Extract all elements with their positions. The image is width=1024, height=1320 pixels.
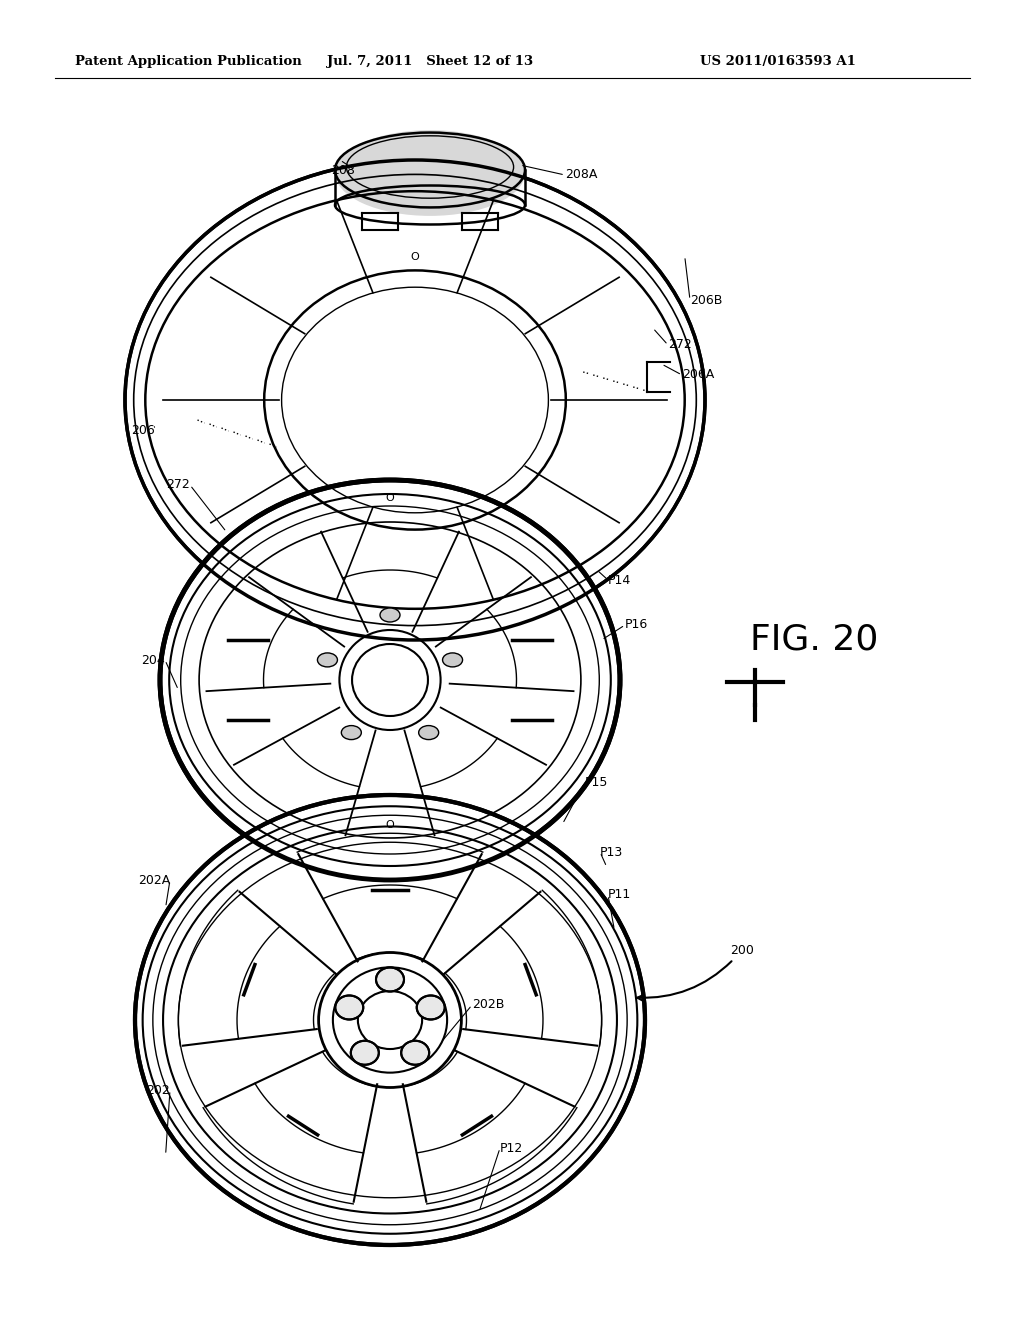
Ellipse shape: [341, 726, 361, 739]
Text: 206A: 206A: [682, 368, 715, 381]
Ellipse shape: [317, 653, 338, 667]
Text: P14: P14: [608, 573, 631, 586]
Ellipse shape: [376, 968, 404, 991]
Text: O: O: [411, 252, 420, 263]
Text: P11: P11: [608, 888, 631, 902]
Text: O: O: [386, 821, 394, 830]
Text: 208: 208: [331, 164, 355, 177]
Ellipse shape: [442, 653, 463, 667]
Text: 272: 272: [166, 479, 190, 491]
Text: P13: P13: [600, 846, 624, 858]
Text: 202B: 202B: [472, 998, 505, 1011]
Ellipse shape: [401, 1040, 429, 1065]
Text: US 2011/0163593 A1: US 2011/0163593 A1: [700, 55, 856, 69]
Text: FIG. 20: FIG. 20: [750, 623, 879, 657]
Text: O: O: [386, 492, 394, 503]
Text: 204: 204: [141, 653, 165, 667]
Ellipse shape: [357, 991, 422, 1049]
Text: 202A: 202A: [138, 874, 170, 887]
Text: P15: P15: [585, 776, 608, 788]
Text: 208A: 208A: [565, 169, 597, 181]
Ellipse shape: [380, 609, 400, 622]
Ellipse shape: [135, 795, 645, 1245]
Text: 206: 206: [131, 424, 155, 437]
Text: Jul. 7, 2011   Sheet 12 of 13: Jul. 7, 2011 Sheet 12 of 13: [327, 55, 534, 69]
Ellipse shape: [417, 995, 444, 1019]
Ellipse shape: [160, 480, 620, 880]
Text: Patent Application Publication: Patent Application Publication: [75, 55, 302, 69]
Ellipse shape: [125, 160, 705, 640]
Text: P16: P16: [625, 619, 648, 631]
Ellipse shape: [351, 1040, 379, 1065]
Ellipse shape: [335, 995, 364, 1019]
Text: 200: 200: [637, 944, 754, 1001]
Text: 272: 272: [668, 338, 692, 351]
Text: P12: P12: [500, 1142, 523, 1155]
Text: 206B: 206B: [690, 293, 722, 306]
Text: 202: 202: [146, 1084, 170, 1097]
Ellipse shape: [419, 726, 438, 739]
Ellipse shape: [335, 131, 525, 216]
